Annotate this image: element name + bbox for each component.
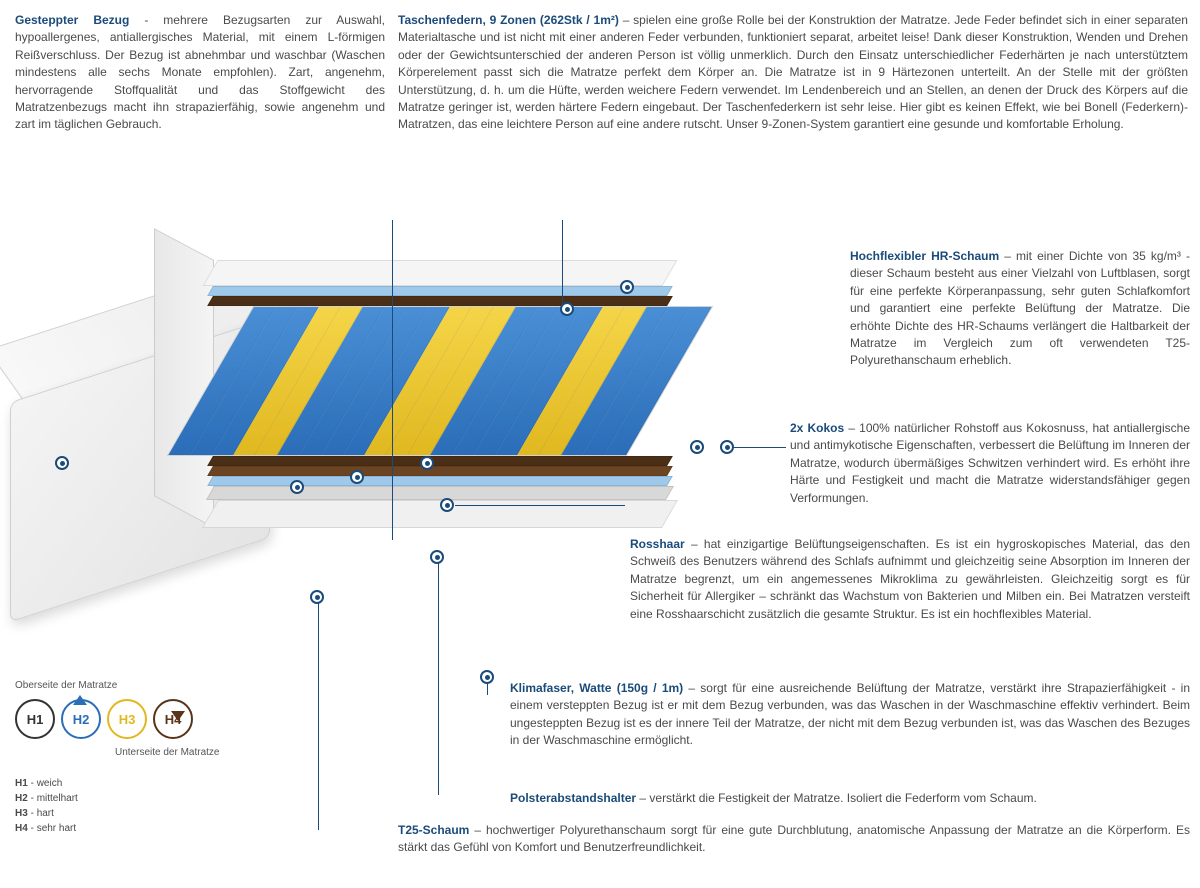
legend-bottom-label: Unterseite der Matratze xyxy=(115,747,295,758)
marker-bezug xyxy=(55,456,69,470)
heading-federn: Taschenfedern, 9 Zonen (262Stk / 1m²) xyxy=(398,13,619,27)
marker-polster xyxy=(430,550,444,564)
text-t25: – hochwertiger Polyurethanschaum sorgt f… xyxy=(398,823,1190,854)
leader-line xyxy=(562,220,563,310)
text-rosshaar: – hat einzigartige Belüftungseigenschaft… xyxy=(630,537,1190,621)
marker-federn-top xyxy=(560,302,574,316)
key-h4-text: sehr hart xyxy=(37,823,76,834)
layer-coco-top xyxy=(207,296,673,306)
leader-line xyxy=(392,220,393,540)
marker-federn-3 xyxy=(420,456,434,470)
leader-line xyxy=(730,447,786,448)
key-h1-code: H1 xyxy=(15,778,28,789)
firmness-h3: H3 xyxy=(107,699,147,739)
layer-rosshaar xyxy=(207,466,673,476)
legend-keys: H1 - weich H2 - mittelhart H3 - hart H4 … xyxy=(15,776,295,836)
text-federn: – spielen eine große Rolle bei der Konst… xyxy=(398,13,1188,131)
marker-federn-2 xyxy=(350,470,364,484)
section-kokos: 2x Kokos – 100% natürlicher Rohstoff aus… xyxy=(790,420,1190,507)
leader-line xyxy=(318,600,319,830)
heading-polster: Polsterabstandshalter xyxy=(510,791,636,805)
marker-klimafaser xyxy=(480,670,494,684)
text-bezug: - mehrere Bezugsarten zur Auswahl, hypoa… xyxy=(15,13,385,131)
heading-hr: Hochflexibler HR-Schaum xyxy=(850,249,999,263)
triangle-up-icon xyxy=(73,695,87,705)
mattress-illustration xyxy=(10,240,700,640)
key-h1-text: weich xyxy=(37,778,63,789)
layer-coco-bottom xyxy=(207,456,673,466)
layer-hr-foam xyxy=(202,260,677,286)
cut-side-face xyxy=(154,228,214,528)
marker-kokos-2 xyxy=(720,440,734,454)
section-t25: T25-Schaum – hochwertiger Polyurethansch… xyxy=(398,822,1190,857)
heading-kokos: 2x Kokos xyxy=(790,421,844,435)
heading-bezug: Gesteppter Bezug xyxy=(15,13,129,27)
section-federn: Taschenfedern, 9 Zonen (262Stk / 1m²) – … xyxy=(398,12,1188,134)
key-h2-text: mittelhart xyxy=(37,793,78,804)
firmness-legend: Oberseite der Matratze H1 H2 H3 H4 Unter… xyxy=(15,680,295,836)
section-hr: Hochflexibler HR-Schaum – mit einer Dich… xyxy=(850,248,1190,370)
section-bezug: Gesteppter Bezug - mehrere Bezugsarten z… xyxy=(15,12,385,134)
marker-federn-1 xyxy=(290,480,304,494)
mattress-cutaway xyxy=(210,260,680,620)
triangle-down-icon xyxy=(171,711,185,721)
layer-klima-top xyxy=(207,286,673,296)
key-h4-code: H4 xyxy=(15,823,28,834)
key-h2-code: H2 xyxy=(15,793,28,804)
heading-klimafaser: Klimafaser, Watte (150g / 1m) xyxy=(510,681,683,695)
layer-klima-bottom xyxy=(207,476,673,486)
section-rosshaar: Rosshaar – hat einzigartige Belüftungsei… xyxy=(630,536,1190,623)
firmness-h1: H1 xyxy=(15,699,55,739)
key-h3-text: hart xyxy=(37,808,54,819)
layer-polster xyxy=(206,486,674,500)
marker-rosshaar xyxy=(440,498,454,512)
marker-kokos-1 xyxy=(690,440,704,454)
marker-t25 xyxy=(310,590,324,604)
leader-line xyxy=(438,560,439,795)
leader-line xyxy=(455,505,625,506)
text-kokos: – 100% natürlicher Rohstoff aus Kokosnus… xyxy=(790,421,1190,505)
marker-hr xyxy=(620,280,634,294)
layer-springs xyxy=(167,306,714,456)
section-klimafaser: Klimafaser, Watte (150g / 1m) – sorgt fü… xyxy=(510,680,1190,750)
key-h3-code: H3 xyxy=(15,808,28,819)
heading-t25: T25-Schaum xyxy=(398,823,469,837)
section-polster: Polsterabstandshalter – verstärkt die Fe… xyxy=(510,790,1190,807)
firmness-h2: H2 xyxy=(61,699,101,739)
legend-top-label: Oberseite der Matratze xyxy=(15,680,295,691)
text-hr: – mit einer Dichte von 35 kg/m³ - dieser… xyxy=(850,249,1190,367)
text-polster: – verstärkt die Festigkeit der Matratze.… xyxy=(636,791,1037,805)
